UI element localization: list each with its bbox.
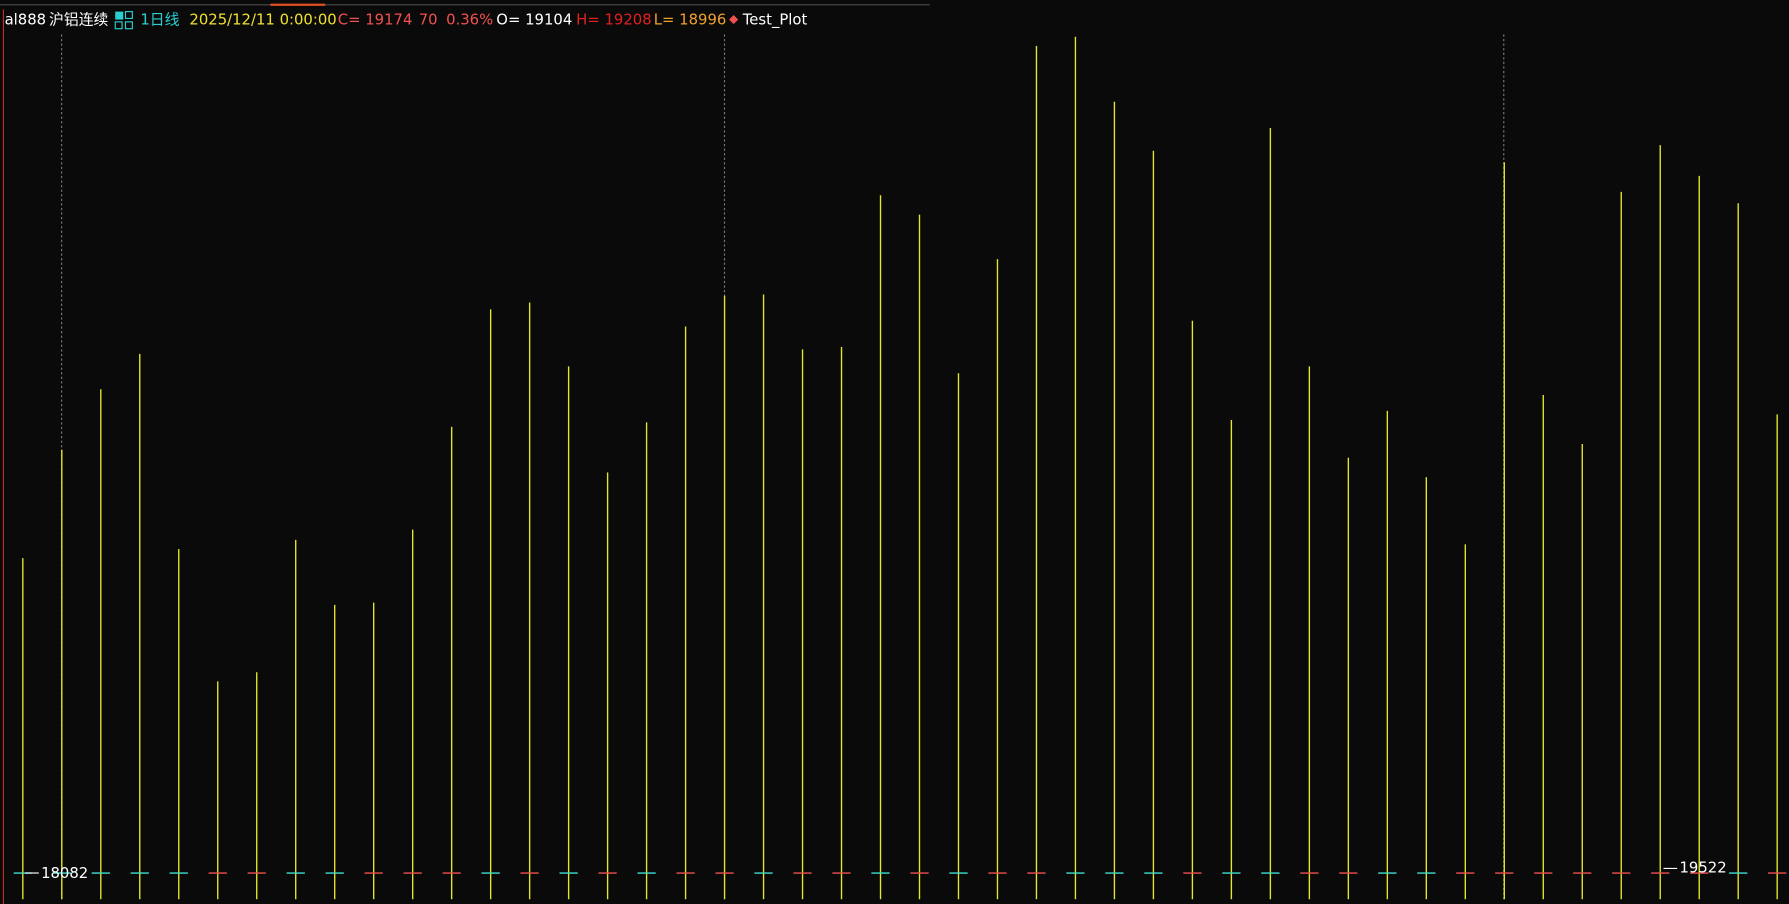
close: C= 19174 <box>338 12 413 29</box>
open: O= 19104 <box>496 12 572 29</box>
high: H= 19208 <box>576 12 651 29</box>
indicator-name: Test_Plot <box>742 12 808 29</box>
layout-icon[interactable] <box>114 11 133 30</box>
plot-area <box>13 36 1787 900</box>
symbol-name: 沪铝连续 <box>49 12 108 29</box>
period[interactable]: 1日线 <box>140 12 179 29</box>
change: 70 <box>419 12 438 29</box>
low: L= 18996 <box>654 12 727 29</box>
symbol: al888 <box>5 12 47 29</box>
low-price-label: 18082 <box>41 865 88 882</box>
high-price-label: 19522 <box>1679 859 1726 876</box>
change-pct: 0.36% <box>446 12 493 29</box>
datetime: 2025/12/11 0:00:00 <box>189 12 336 29</box>
